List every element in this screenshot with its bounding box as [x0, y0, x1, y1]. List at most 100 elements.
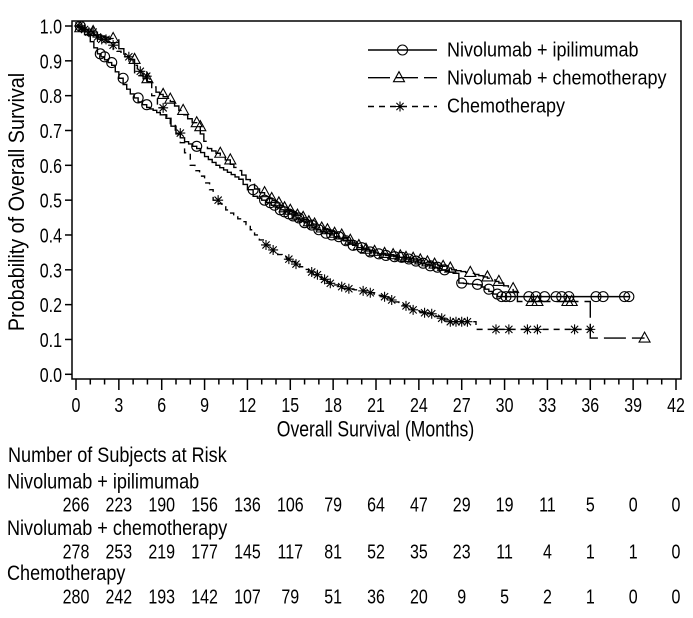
x-axis: 0 3 6 9 12 15 18 21 24 27 30 33 36 39 42: [72, 379, 685, 416]
censor-mark-triangle: [368, 244, 382, 256]
risk-count: 9: [457, 586, 466, 608]
censor-mark-triangle: [272, 195, 286, 208]
censor-mark-asterisk: [101, 34, 111, 45]
risk-count: 0: [672, 494, 681, 516]
censor-mark-asterisk: [503, 324, 514, 335]
censor-mark-asterisk: [343, 283, 354, 294]
censor-mark-asterisk: [319, 274, 330, 285]
x-tick-label: 27: [453, 394, 471, 416]
risk-count: 36: [367, 586, 385, 608]
censor-mark-triangle: [443, 260, 457, 273]
series-chemotherapy: [73, 21, 596, 335]
censor-mark-triangle: [258, 185, 272, 198]
censor-mark-triangle: [352, 238, 366, 251]
y-tick-label: 0.2: [40, 294, 62, 316]
circle-marker-icon: [396, 44, 409, 56]
risk-count: 145: [234, 541, 261, 563]
risk-count: 64: [367, 494, 385, 516]
x-axis-label: Overall Survival (Months): [277, 418, 474, 442]
x-tick-label: 12: [239, 394, 257, 416]
risk-count: 35: [410, 541, 428, 563]
censor-mark-triangle: [399, 250, 413, 262]
censor-mark-asterisk: [462, 316, 473, 327]
censor-mark-asterisk: [141, 71, 152, 82]
risk-count: 4: [543, 541, 552, 563]
censor-mark-circle: [500, 291, 512, 303]
y-tick-label: 0.8: [40, 85, 62, 107]
risk-count: 136: [234, 494, 261, 516]
risk-count: 81: [324, 541, 342, 563]
censor-mark-triangle: [213, 146, 227, 158]
x-tick-label: 33: [539, 394, 557, 416]
risk-count: 23: [453, 541, 471, 563]
x-tick-label: 24: [410, 394, 428, 416]
risk-count: 5: [500, 586, 509, 608]
km-curve-nivolumab-chemotherapy: [76, 25, 645, 339]
censor-mark-asterisk: [358, 285, 369, 296]
risk-count: 11: [496, 541, 513, 563]
censor-mark-triangle: [265, 191, 279, 204]
censor-mark-circle: [456, 277, 468, 289]
censor-mark-asterisk: [108, 40, 119, 51]
risk-count: 52: [367, 541, 385, 563]
risk-count: 219: [148, 541, 175, 563]
censor-mark-triangle: [343, 233, 357, 245]
risk-count: 278: [63, 541, 90, 563]
risk-count: 253: [106, 541, 133, 563]
censor-mark-asterisk: [585, 324, 596, 335]
x-tick-label: 9: [200, 394, 209, 416]
censor-mark-triangle: [420, 254, 434, 267]
risk-count: 51: [324, 586, 342, 608]
risk-count: 242: [106, 586, 133, 608]
censor-mark-asterisk: [213, 195, 224, 206]
risk-count: 11: [539, 494, 556, 516]
censor-mark-triangle: [176, 103, 190, 115]
censor-mark-circle: [106, 57, 118, 69]
x-tick-label: 3: [114, 394, 123, 416]
censor-mark-circle: [299, 217, 311, 229]
risk-count: 79: [281, 586, 299, 608]
risk-row-label-nivolumab-chemotherapy: Nivolumab + chemotherapy: [7, 517, 227, 541]
censor-mark-circle: [623, 291, 635, 303]
risk-count: 190: [148, 494, 175, 516]
censor-mark-circle: [597, 291, 609, 303]
censor-mark-circle: [287, 210, 299, 222]
censor-mark-asterisk: [261, 239, 271, 250]
censor-mark-triangle: [320, 222, 334, 235]
censor-mark-asterisk: [408, 304, 419, 315]
y-tick-label: 0.3: [40, 260, 62, 282]
risk-count: 29: [453, 494, 471, 516]
censor-mark-asterisk: [312, 269, 323, 280]
censor-mark-triangle: [296, 210, 310, 222]
legend-label: Nivolumab + chemotherapy: [447, 67, 667, 89]
censor-mark-triangle: [480, 269, 494, 282]
censor-mark-asterisk: [268, 244, 279, 255]
risk-count: 107: [234, 586, 261, 608]
risk-count: 117: [278, 541, 304, 563]
censor-mark-asterisk: [175, 128, 186, 139]
risk-count: 142: [191, 586, 218, 608]
asterisk-marker-icon: [395, 101, 405, 112]
censor-mark-asterisk: [79, 24, 90, 35]
censor-mark-asterisk: [92, 32, 103, 43]
censor-mark-triangle: [290, 207, 304, 220]
risk-count: 280: [63, 586, 90, 608]
censor-mark-triangle: [506, 281, 520, 294]
risk-count: 0: [672, 541, 681, 563]
censor-mark-circle: [496, 291, 508, 303]
censor-mark-circle: [99, 51, 111, 63]
censor-mark-asterisk: [123, 51, 134, 62]
x-tick-label: 39: [624, 394, 642, 416]
censor-mark-triangle: [128, 52, 142, 64]
legend-label: Nivolumab + ipilimumab: [447, 40, 638, 62]
triangle-marker-icon: [392, 70, 406, 83]
censor-mark-asterisk: [76, 22, 87, 33]
risk-count: 156: [191, 494, 218, 516]
survival-curves: [73, 20, 652, 343]
censor-mark-triangle: [492, 274, 506, 286]
censor-mark-triangle: [436, 259, 450, 271]
censor-mark-asterisk: [283, 254, 294, 265]
